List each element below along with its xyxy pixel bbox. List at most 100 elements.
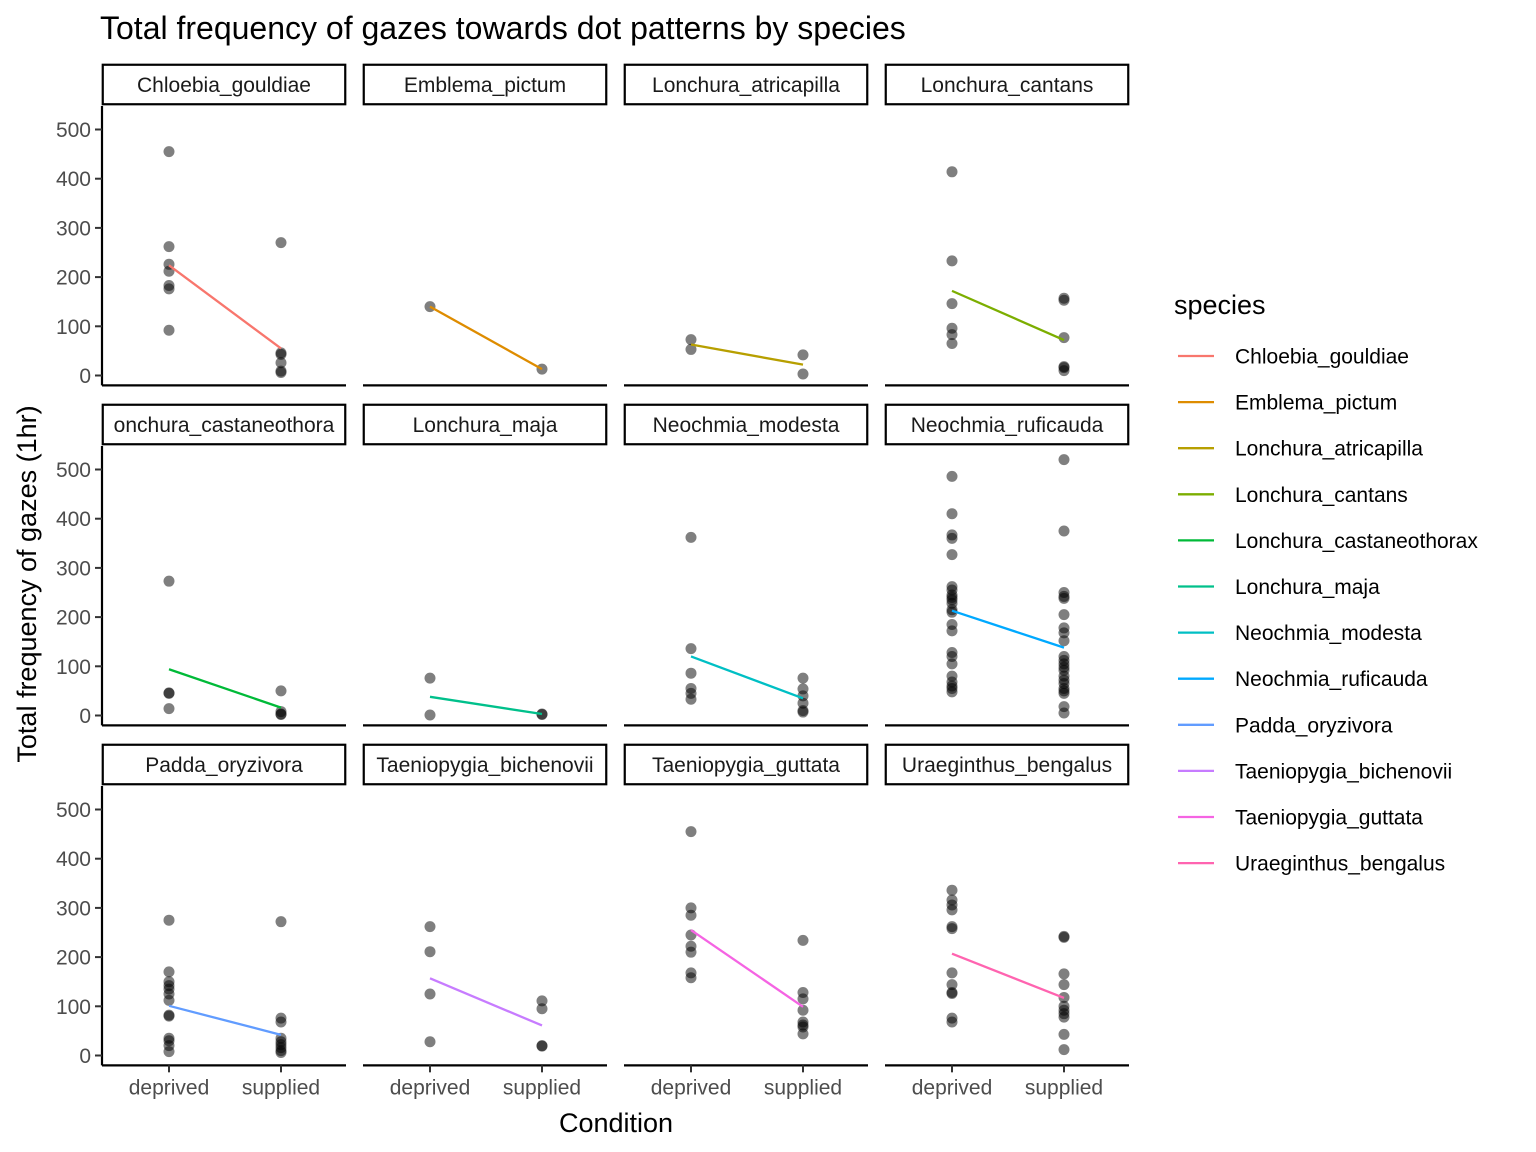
strip-box [101,403,347,446]
data-point [797,349,809,361]
data-point [424,921,436,933]
strip-box [362,63,608,106]
legend-label: Chloebia_gouldiae [1235,346,1409,369]
data-point [163,241,175,253]
strip-label: Neochmia_ruficauda [911,414,1104,437]
strip-label: Lonchura_cantans [921,74,1094,97]
mean-line-lonchura-cantans [951,289,1065,342]
panel-neochmia-ruficauda: Neochmia_ruficauda [884,403,1130,727]
x-tick-label-deprived: deprived [651,1076,732,1099]
strip-label: Emblema_pictum [404,74,566,97]
legend-label: Lonchura_maja [1235,576,1380,599]
data-point [1058,635,1070,647]
strip-box [884,403,1130,446]
data-point [1058,979,1070,991]
data-point [946,255,958,267]
x-tick-label-supplied: supplied [242,1076,320,1099]
data-point [685,693,697,705]
legend-item-uraeginthus-bengalus: Uraeginthus_bengalus [1178,853,1445,876]
panel-taeniopygia-guttata: Taeniopygia_guttata deprived supplied [623,743,869,1099]
legend-label: Neochmia_ruficauda [1235,668,1428,691]
data-point [275,357,287,369]
panel-uraeginthus-bengalus: Uraeginthus_bengalus deprived supplied [884,743,1130,1099]
mean-line-lonchura-atricapilla [690,343,804,366]
strip-box [362,403,608,446]
x-tick-label-deprived: deprived [390,1076,471,1099]
data-point [946,532,958,544]
data-point [1058,609,1070,621]
x-tick-label-supplied: supplied [1025,1076,1103,1099]
data-point [946,549,958,561]
y-axis-title: Total frequency of gazes (1hr) [12,405,42,762]
strip-label: Taeniopygia_bichenovii [376,754,593,777]
data-point [163,914,175,926]
strip-box [623,63,869,106]
legend-label: Taeniopygia_bichenovii [1235,760,1452,783]
legend-item-neochmia-ruficauda: Neochmia_ruficauda [1178,668,1428,691]
panel-padda-oryzivora: Padda_oryzivora 0 100 200 300 400 500 deprived s… [56,743,347,1099]
data-point [163,966,175,978]
legend-label: Padda_oryzivora [1235,714,1393,737]
data-point [946,686,958,698]
data-point [946,329,958,341]
y-tick-label: 200 [56,947,91,970]
mean-line-chloebia-gouldiae [168,264,282,350]
strip-box [362,743,608,786]
legend-title: species [1174,290,1266,320]
legend-item-lonchura-atricapilla: Lonchura_atricapilla [1178,438,1423,461]
legend-item-taeniopygia-bichenovii: Taeniopygia_bichenovii [1178,760,1452,783]
y-tick-label: 400 [56,168,91,191]
data-point [275,1047,287,1059]
data-point [946,923,958,935]
data-point [1058,454,1070,466]
panel-grid: Chloebia_gouldiae 0 100 200 300 400 500 Emblema… [56,63,1130,1099]
x-tick-label-supplied: supplied [503,1076,581,1099]
y-tick-label: 0 [79,705,91,728]
mean-line-lonchura-castaneothorax [168,668,282,709]
data-point [275,348,287,360]
y-tick-label: 500 [56,459,91,482]
x-tick-label-deprived: deprived [129,1076,210,1099]
strip-label: Uraeginthus_bengalus [902,754,1112,777]
panel-lonchura-cantans: Lonchura_cantans [884,63,1130,387]
data-point [946,967,958,979]
data-point [275,916,287,928]
chart-title: Total frequency of gazes towards dot pat… [100,10,906,46]
data-point [685,531,697,543]
data-point [946,884,958,896]
strip-label: Padda_oryzivora [145,754,303,777]
panel-lonchura-atricapilla: Lonchura_atricapilla [623,63,869,387]
data-point [946,508,958,520]
data-point [536,1003,548,1015]
data-point [946,166,958,178]
legend-label: Uraeginthus_bengalus [1235,853,1445,876]
panel-lonchura-maja: Lonchura_maja [362,403,608,727]
strip-box [623,403,869,446]
data-point [163,324,175,336]
data-point [1058,627,1070,639]
y-tick-label: 300 [56,557,91,580]
x-tick-label-supplied: supplied [764,1076,842,1099]
data-point [424,988,436,1000]
mean-line-neochmia-modesta [690,655,804,700]
data-point [946,979,958,991]
data-point [946,606,958,618]
legend-label: Lonchura_cantans [1235,484,1408,507]
panel-taeniopygia-bichenovii: Taeniopygia_bichenovii deprived supplied [362,743,608,1099]
strip-label: Lonchura_maja [413,414,558,437]
panel-chloebia-gouldiae: Chloebia_gouldiae 0 100 200 300 400 500 [56,63,347,388]
data-point [685,826,697,838]
legend-label: Neochmia_modesta [1235,622,1422,645]
legend-item-lonchura-castaneothorax: Lonchura_castaneothorax [1178,530,1478,553]
legend-item-neochmia-modesta: Neochmia_modesta [1178,622,1422,645]
data-point [1058,1011,1070,1023]
mean-line-lonchura-maja [429,695,543,716]
data-point [536,709,548,721]
legend-item-taeniopygia-guttata: Taeniopygia_guttata [1178,807,1423,830]
data-point [1058,1044,1070,1056]
y-tick-label: 100 [56,656,91,679]
data-point [1058,968,1070,980]
legend-label: Emblema_pictum [1235,392,1397,415]
strip-label: Taeniopygia_guttata [652,754,840,777]
y-tick-label: 200 [56,267,91,290]
